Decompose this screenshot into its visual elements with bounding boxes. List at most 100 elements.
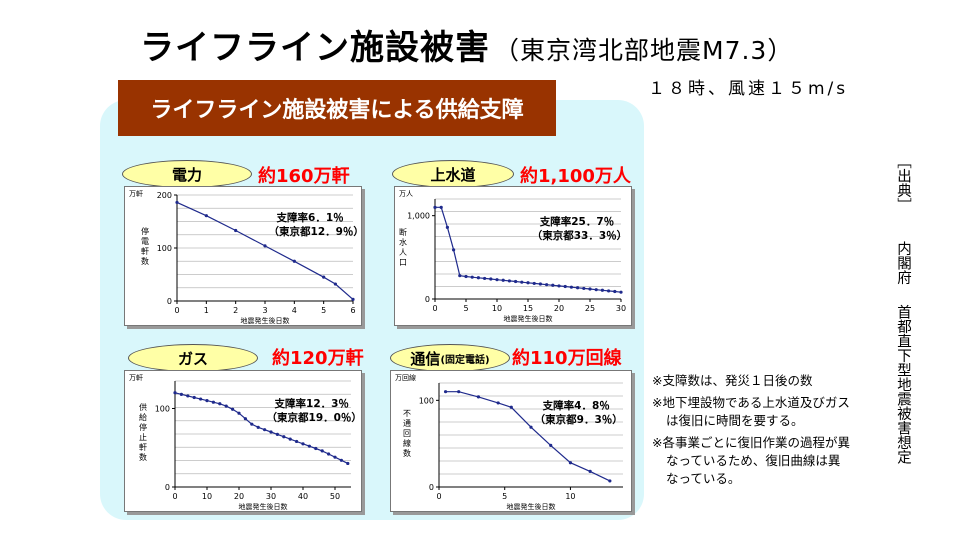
data-point [322,275,326,279]
data-point [568,461,573,465]
x-tick-label: 50 [330,492,340,501]
x-tick-label: 40 [298,492,308,501]
x-tick-label: 5 [321,306,326,315]
data-point [520,280,524,284]
data-point [514,279,518,284]
conditions-text: １８時、風速１５m/s [648,79,849,99]
gas-total: 約120万軒 [272,348,364,369]
data-point [509,405,513,409]
electric-label: 電力 [122,160,252,188]
x-tick-label: 10 [565,492,575,501]
data-point [295,439,299,444]
data-point [314,446,318,451]
water-label: 上水道 [392,160,514,188]
data-point [551,283,555,287]
telecom-label-main: 通信 [410,349,441,368]
x-tick-label: 30 [266,492,276,501]
y-tick-label: 1,000 [407,212,430,221]
data-point [600,288,604,292]
y-tick-label: 0 [167,297,172,306]
gas-chart: 0 10 20 30 40 50 0 100 万軒供給停止軒数地震発生後日数 支障率12．3％ （東… [124,370,362,512]
title-main: ライフライン施設被害 [140,28,490,68]
series-line [445,391,611,482]
x-tick-label: 3 [262,306,267,315]
y-axis-label-char: 線 [403,438,411,448]
data-point [549,443,553,447]
y-axis-label-char: 水 [399,237,407,247]
x-tick-label: 2 [233,306,238,315]
y-axis-label-char: 停 [139,422,147,432]
telecom-total: 約110万回線 [512,348,622,369]
data-point [263,244,267,248]
data-point [275,432,279,436]
y-axis-label-char: 給 [139,412,147,422]
data-point [288,437,292,441]
annotation-tokyo: （東京都33．3％） [532,229,627,242]
data-point [464,274,468,279]
data-point [445,225,449,229]
gas-label: ガス [128,344,258,372]
data-point [346,461,350,466]
data-point [218,402,222,406]
series-line [174,392,349,464]
y-tick-label: 100 [155,404,170,413]
data-point [588,287,592,291]
data-point [234,228,238,233]
x-tick-label: 10 [492,304,502,313]
x-axis-label: 地震発生後日数 [241,316,290,325]
data-point [192,395,196,400]
x-tick-label: 20 [554,304,564,313]
y-tick-label: 100 [157,244,172,253]
annotation-rate: 支障率4．8％ [542,399,610,412]
data-point [538,282,542,286]
data-point [476,276,480,280]
data-point [237,411,241,415]
data-point [569,285,573,289]
y-tick-label: 0 [429,483,434,492]
data-point [205,399,209,403]
y-axis-label-char: 電 [141,237,149,246]
y-tick-label: 0 [165,483,170,492]
data-point [470,275,474,279]
y-tick-label: 200 [157,191,172,200]
y-axis-label-char: 停 [141,226,149,236]
data-point [199,397,203,401]
data-point [613,289,617,294]
data-point [250,422,254,426]
source-org: 内閣府 [895,240,911,285]
electric-total: 約160万軒 [258,166,350,187]
data-point [458,274,462,278]
unit-label: 万回線 [395,373,416,382]
x-tick-label: 1 [204,306,209,315]
data-point [243,417,247,421]
data-point [588,469,592,473]
x-tick-label: 6 [350,306,355,315]
y-axis-label-char: 口 [399,258,407,267]
y-axis-label-char: 断 [399,227,407,237]
data-point [339,458,343,462]
data-point [501,278,505,282]
data-point [526,281,530,285]
x-tick-label: 25 [585,304,595,313]
note-item: ※各事業ごとに復旧作業の過程が異なっているため、復旧曲線は異なっている。 [652,435,850,486]
data-point [608,479,612,483]
unit-label: 万人 [399,190,413,198]
x-tick-label: 20 [234,492,244,501]
data-point [582,286,586,291]
title-sub: （東京湾北部地震M7.3） [494,36,794,65]
section-banner: ライフライン施設被害による供給支障 [118,80,556,136]
telecom-label: 通信 (固定電話) [390,344,510,372]
electric-chart: 0 1 2 3 4 5 6 0 100 200 万軒停電軒数地震発生後日数 支障率6．1％ （東京都12… [124,186,362,326]
unit-label: 万軒 [129,190,143,198]
data-point [563,284,567,289]
x-tick-label: 0 [436,492,441,501]
data-point [173,391,177,395]
data-point [231,407,235,411]
data-point [619,290,623,294]
x-tick-label: 0 [432,304,437,313]
data-point [532,281,536,286]
data-point [607,289,611,293]
data-point [443,390,448,394]
